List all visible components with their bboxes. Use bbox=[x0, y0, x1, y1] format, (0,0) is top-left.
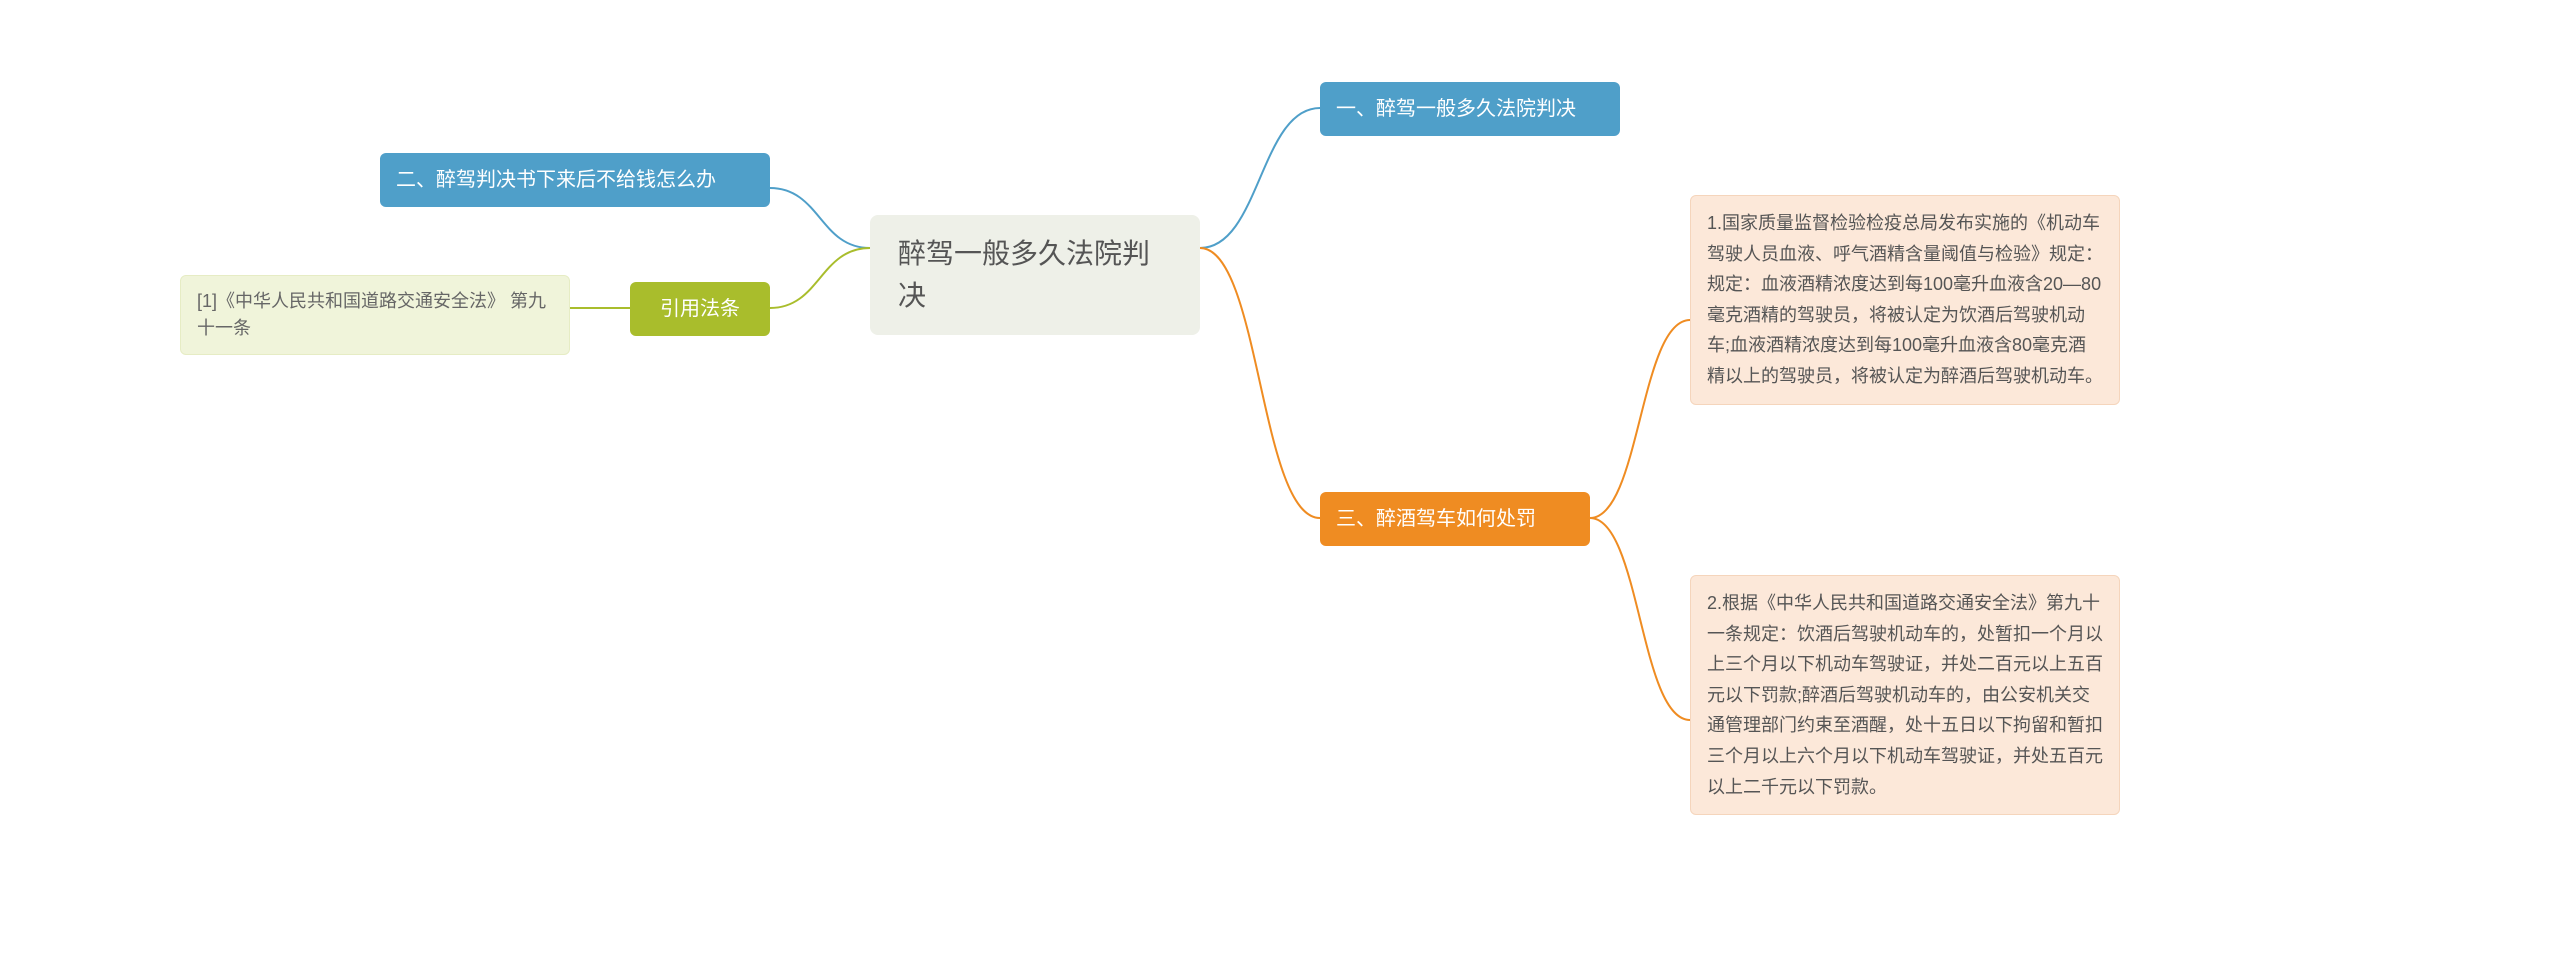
left-branch-2[interactable]: 引用法条 bbox=[630, 282, 770, 336]
left-leaf-citation: [1]《中华人民共和国道路交通安全法》 第九十一条 bbox=[180, 275, 570, 355]
right-branch-2-label: 三、醉酒驾车如何处罚 bbox=[1336, 508, 1536, 530]
right-branch-1[interactable]: 一、醉驾一般多久法院判决 bbox=[1320, 82, 1620, 136]
left-branch-1-label: 二、醉驾判决书下来后不给钱怎么办 bbox=[396, 169, 716, 191]
left-leaf-label: [1]《中华人民共和国道路交通安全法》 第九十一条 bbox=[197, 291, 546, 338]
left-branch-1[interactable]: 二、醉驾判决书下来后不给钱怎么办 bbox=[380, 153, 770, 207]
right-branch-2[interactable]: 三、醉酒驾车如何处罚 bbox=[1320, 492, 1590, 546]
left-branch-2-label: 引用法条 bbox=[660, 298, 740, 320]
connector-layer bbox=[0, 0, 2560, 976]
root-label: 醉驾一般多久法院判决 bbox=[898, 238, 1150, 311]
right-branch-1-label: 一、醉驾一般多久法院判决 bbox=[1336, 98, 1576, 120]
right-leaf-1-label: 1.国家质量监督检验检疫总局发布实施的《机动车驾驶人员血液、呼气酒精含量阈值与检… bbox=[1707, 213, 2103, 386]
right-leaf-1: 1.国家质量监督检验检疫总局发布实施的《机动车驾驶人员血液、呼气酒精含量阈值与检… bbox=[1690, 195, 2120, 405]
right-leaf-2-label: 2.根据《中华人民共和国道路交通安全法》第九十一条规定：饮酒后驾驶机动车的，处暂… bbox=[1707, 593, 2103, 797]
right-leaf-2: 2.根据《中华人民共和国道路交通安全法》第九十一条规定：饮酒后驾驶机动车的，处暂… bbox=[1690, 575, 2120, 815]
root-node[interactable]: 醉驾一般多久法院判决 bbox=[870, 215, 1200, 335]
